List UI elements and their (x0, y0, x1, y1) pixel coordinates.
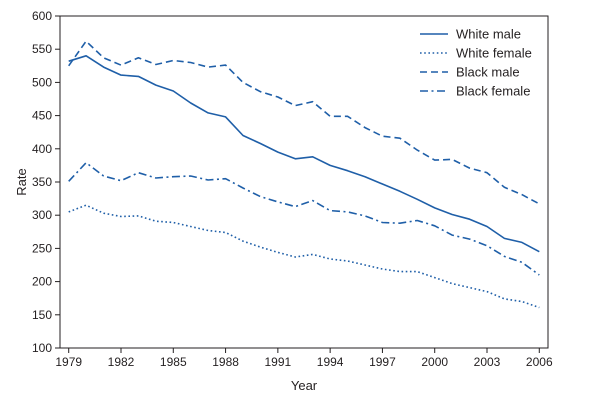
legend-label-black-male: Black male (456, 65, 520, 80)
y-tick-label: 550 (32, 42, 52, 56)
y-tick-label: 500 (32, 75, 52, 89)
series-line-white-male (68, 54, 540, 253)
legend-label-white-female: White female (456, 46, 532, 61)
series-line-black-female (68, 161, 540, 276)
x-tick-label: 1991 (265, 355, 292, 369)
legend-label-white-male: White male (456, 27, 521, 42)
y-tick-label: 150 (32, 308, 52, 322)
y-axis-title: Rate (14, 168, 29, 195)
legend-label-black-female: Black female (456, 84, 530, 99)
y-tick-label: 200 (32, 275, 52, 289)
y-tick-label: 350 (32, 175, 52, 189)
y-tick-label: 450 (32, 109, 52, 123)
x-axis-title: Year (291, 378, 318, 393)
x-tick-label: 1994 (317, 355, 344, 369)
series-line-white-female (68, 204, 540, 309)
y-tick-label: 100 (32, 341, 52, 355)
y-tick-label: 250 (32, 241, 52, 255)
x-tick-label: 1982 (108, 355, 135, 369)
y-tick-label: 300 (32, 208, 52, 222)
x-tick-label: 2003 (474, 355, 501, 369)
series-lines (68, 40, 540, 309)
x-tick-label: 2006 (526, 355, 553, 369)
x-tick-label: 1988 (212, 355, 239, 369)
x-tick-label: 1997 (369, 355, 396, 369)
y-tick-label: 600 (32, 9, 52, 23)
legend: White male White female Black male Black fe… (420, 27, 532, 99)
axes: 100 150 200 250 300 350 400 450 500 550 600 1979 198… (32, 9, 553, 369)
x-tick-label: 2000 (421, 355, 448, 369)
y-tick-label: 400 (32, 142, 52, 156)
x-tick-label: 1985 (160, 355, 187, 369)
x-tick-label: 1979 (55, 355, 82, 369)
series-line-black-male (68, 40, 540, 205)
